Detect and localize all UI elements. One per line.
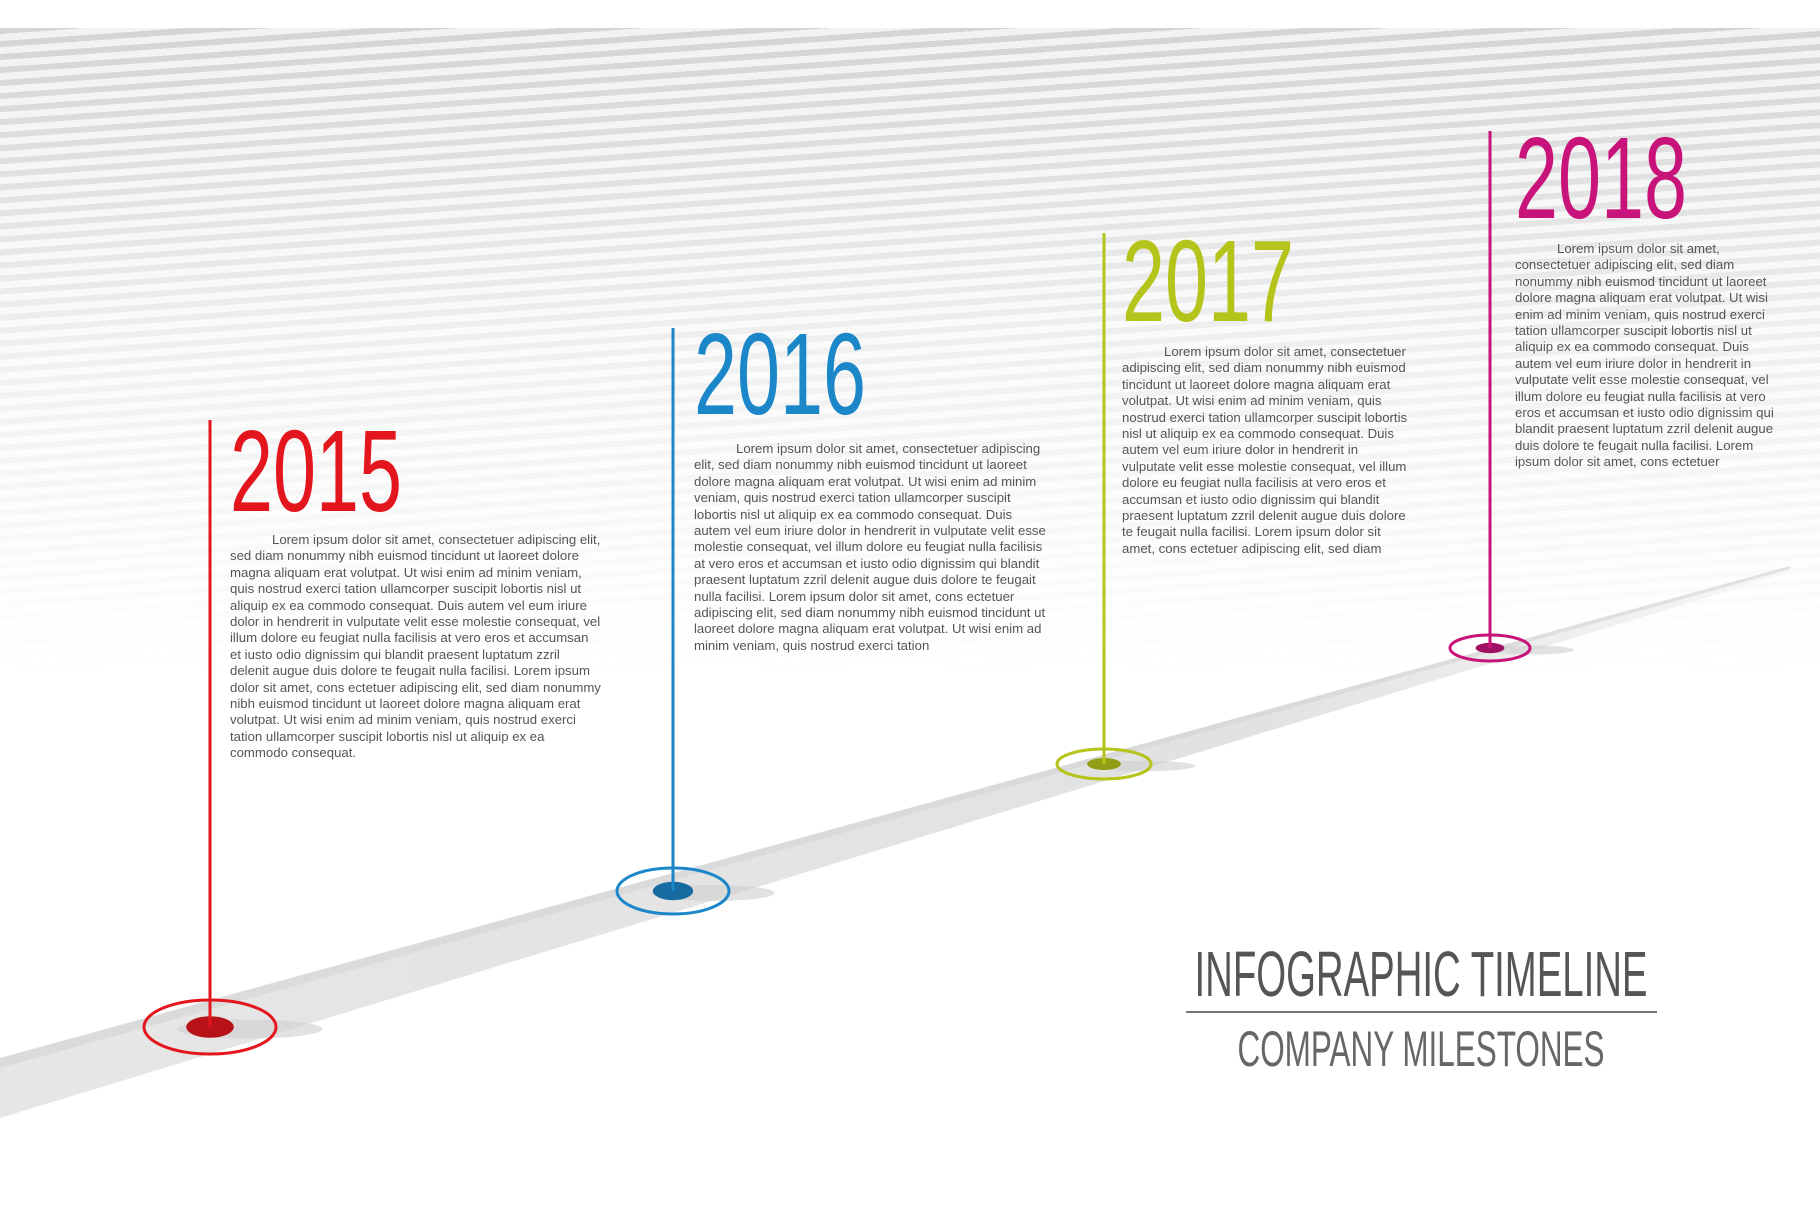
- milestone-text: Lorem ipsum dolor sit amet, consectetuer…: [1122, 344, 1408, 556]
- title: INFOGRAPHIC TIMELINE: [1195, 938, 1648, 1010]
- road-edge: [0, 566, 1790, 1068]
- year: 2016: [694, 309, 866, 439]
- year: 2017: [1122, 216, 1294, 346]
- striped-background: [0, 28, 1820, 748]
- milestone-text: Lorem ipsum dolor sit amet, consectetuer…: [694, 441, 1046, 653]
- year: 2018: [1515, 113, 1687, 243]
- year: 2015: [230, 406, 402, 536]
- road: [0, 566, 1790, 1118]
- milestone-text: Lorem ipsum dolor sit amet, consectetuer…: [230, 532, 601, 761]
- subtitle: COMPANY MILESTONES: [1238, 1021, 1605, 1077]
- milestone-text: Lorem ipsum dolor sit amet, consectetuer…: [1515, 241, 1774, 470]
